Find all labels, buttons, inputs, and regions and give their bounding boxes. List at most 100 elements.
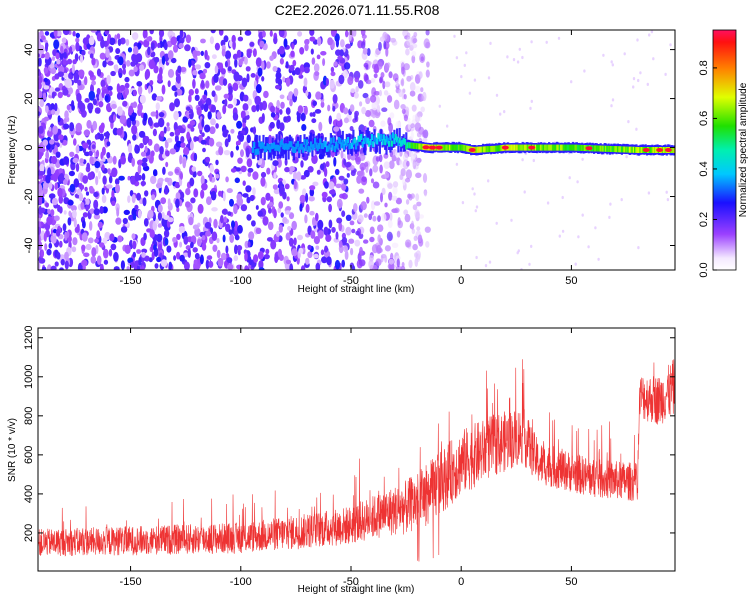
spectrogram-noise-cell (38, 125, 44, 134)
spectrogram-noise-cell (309, 30, 315, 36)
spectrogram-noise-cell (325, 234, 332, 243)
spectrogram-noise-cell (85, 243, 92, 251)
snr-series-line (38, 359, 675, 562)
spectrogram-noise-cell (85, 204, 89, 212)
spectrogram-noise-cell (207, 111, 212, 120)
spectrogram-noise-cell (350, 88, 356, 94)
spectrogram-noise-cell (185, 112, 189, 118)
spectrogram-ridge-core (524, 144, 527, 151)
spectrogram-noise-cell (337, 55, 343, 61)
spectrogram-noise-cell (369, 236, 375, 243)
spectrogram-noise-cell (312, 181, 319, 187)
spectrogram-noise-cell (52, 49, 57, 57)
spectrogram-noise-cell (174, 168, 180, 174)
spectrogram-noise-cell (361, 176, 367, 183)
spectrogram-noise-cell (122, 100, 128, 107)
spectrogram-noise-cell (224, 60, 228, 68)
spectrogram-noise-cell (297, 105, 304, 114)
spectrogram-noise-cell (246, 73, 250, 83)
spectrogram-ridge-halo (265, 137, 268, 151)
spectrogram-ridge-core (347, 137, 350, 143)
spectrogram-noise-cell (167, 217, 174, 223)
spectrogram-noise-cell (131, 124, 138, 135)
spectrogram-noise-cell (187, 248, 191, 258)
spectrogram-noise-cell (118, 175, 125, 181)
spectrogram-noise-cell (369, 226, 375, 235)
spectrogram-noise-cell (197, 170, 203, 177)
spectrogram-ridge-core (462, 144, 465, 151)
spectrogram-noise-cell (156, 256, 162, 263)
spectrogram-noise-cell (280, 212, 284, 218)
spectrogram-y-tick-label: -40 (23, 238, 35, 254)
spectrogram-noise-cell (183, 147, 190, 156)
spectrogram-noise-cell (58, 195, 64, 204)
spectrogram-noise-cell (423, 38, 430, 49)
spectrogram-noise-cell (50, 155, 58, 165)
spectrogram-noise-cell (401, 66, 405, 75)
spectrogram-noise-cell (194, 227, 201, 237)
spectrogram-noise-cell (61, 37, 67, 44)
spectrogram-noise-cell (399, 159, 402, 165)
spectrogram-noise-cell (149, 51, 156, 58)
snr-y-tick-label: 600 (23, 446, 35, 464)
spectrogram-noise-cell (210, 30, 216, 34)
spectrogram-noise-cell (398, 89, 403, 98)
spectrogram-noise-cell (414, 85, 421, 93)
spectrogram-noise-cell (59, 267, 64, 270)
spectrogram-noise-cell (142, 157, 148, 163)
spectrogram-noise-cell (164, 177, 170, 183)
spectrogram-noise-cell (71, 246, 77, 253)
spectrogram-noise-cell (96, 68, 102, 77)
spectrogram-noise-cell (79, 158, 84, 164)
spectrogram-ridge-core (418, 143, 421, 150)
spectrogram-noise-cell (192, 78, 196, 89)
spectrogram-noise-cell (216, 249, 221, 259)
spectrogram-noise-cell (194, 88, 199, 95)
spectrogram-noise-cell (132, 213, 137, 221)
colorbar-ticks: 0.00.20.40.60.8 (698, 60, 717, 278)
spectrogram-ridge-core (419, 143, 422, 150)
spectrogram-noise-cell (62, 30, 70, 36)
spectrogram-noise-cell (182, 116, 188, 123)
spectrogram-noise-cell (275, 84, 282, 90)
spectrogram-noise-cell (66, 231, 70, 238)
spectrogram-noise-cell (101, 194, 107, 204)
spectrogram-noise-cell (174, 98, 180, 108)
spectrogram-ridge-halo (340, 134, 343, 148)
spectrogram-noise-cell (240, 204, 248, 212)
spectrogram-noise-cell (446, 124, 449, 128)
spectrogram-noise-cell (229, 234, 235, 243)
spectrogram-noise-cell (185, 188, 191, 196)
spectrogram-noise-cell (252, 126, 257, 135)
spectrogram-noise-cell (77, 100, 84, 109)
spectrogram-noise-cell (499, 112, 502, 116)
spectrogram-noise-cell (119, 37, 126, 45)
spectrogram-noise-cell (48, 193, 56, 199)
spectrogram-noise-cell (266, 167, 271, 175)
spectrogram-noise-cell (127, 47, 133, 53)
spectrogram-ridge-core (542, 144, 545, 151)
spectrogram-noise-cell (94, 134, 99, 140)
spectrogram-noise-cell (359, 101, 363, 107)
spectrogram-noise-cell (201, 235, 206, 241)
spectrogram-noise-cell (149, 80, 154, 86)
spectrogram-noise-cell (194, 64, 202, 70)
spectrogram-ridge-core (415, 143, 418, 150)
spectrogram-noise-cell (75, 145, 80, 154)
spectrogram-noise-cell (236, 197, 244, 206)
spectrogram-noise-cell (327, 37, 333, 46)
spectrogram-noise-cell (381, 107, 388, 112)
spectrogram-noise-cell (338, 240, 343, 248)
spectrogram-ridge-core (673, 147, 675, 153)
spectrogram-ridge-core (421, 143, 424, 150)
spectrogram-ridge-core (306, 139, 309, 146)
spectrogram-noise-cell (143, 218, 149, 227)
spectrogram-noise-cell (343, 107, 349, 115)
spectrogram-noise-cell (639, 71, 642, 75)
spectrogram-noise-cell (611, 98, 615, 102)
spectrogram-noise-cell (299, 203, 303, 212)
spectrogram-noise-cell (366, 79, 372, 85)
spectrogram-noise-cell (107, 36, 110, 45)
spectrogram-noise-cell (93, 213, 101, 220)
